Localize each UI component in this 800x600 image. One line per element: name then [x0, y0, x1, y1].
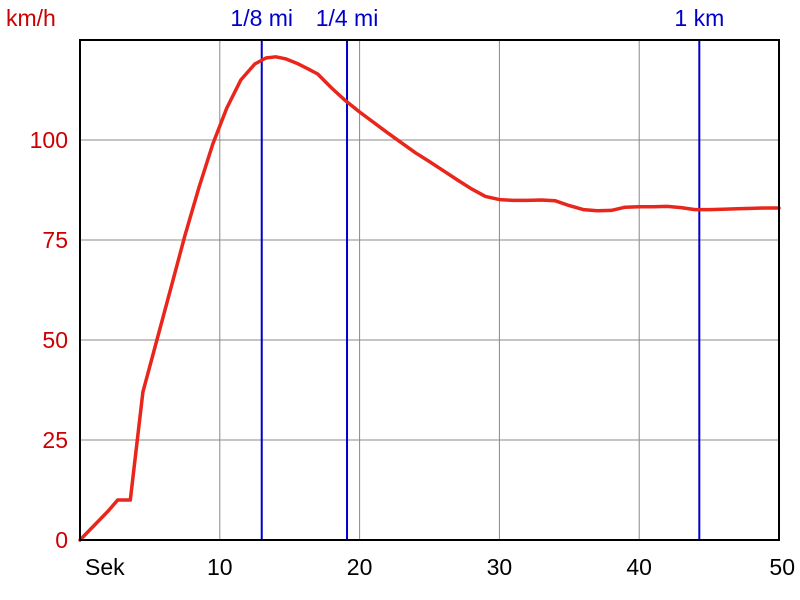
- distance-marker-label: 1/8 mi: [230, 5, 293, 31]
- y-tick-label: 50: [42, 327, 68, 353]
- x-tick-label: 40: [626, 554, 652, 580]
- grid: [80, 40, 780, 540]
- series-layer: [78, 55, 781, 542]
- distance-marker-label: 1/4 mi: [316, 5, 379, 31]
- y-axis-label: km/h: [6, 5, 56, 31]
- x-tick-labels: 10 20 30 40 50: [207, 554, 795, 580]
- plot-frame: [79, 39, 780, 541]
- y-tick-label: 100: [30, 127, 68, 153]
- x-axis-label: Sek: [85, 554, 125, 580]
- x-tick-label: 30: [487, 554, 513, 580]
- speed-series-line: [78, 55, 781, 542]
- y-tick-label: 75: [42, 227, 68, 253]
- x-tick-label: 20: [347, 554, 373, 580]
- y-tick-label: 25: [42, 427, 68, 453]
- distance-marker-label: 1 km: [674, 5, 724, 31]
- y-tick-label: 0: [55, 527, 68, 553]
- y-tick-labels: 0 25 50 75 100: [30, 127, 68, 553]
- x-tick-label: 50: [769, 554, 795, 580]
- x-tick-label: 10: [207, 554, 233, 580]
- distance-markers: 1/8 mi 1/4 mi 1 km: [230, 5, 724, 540]
